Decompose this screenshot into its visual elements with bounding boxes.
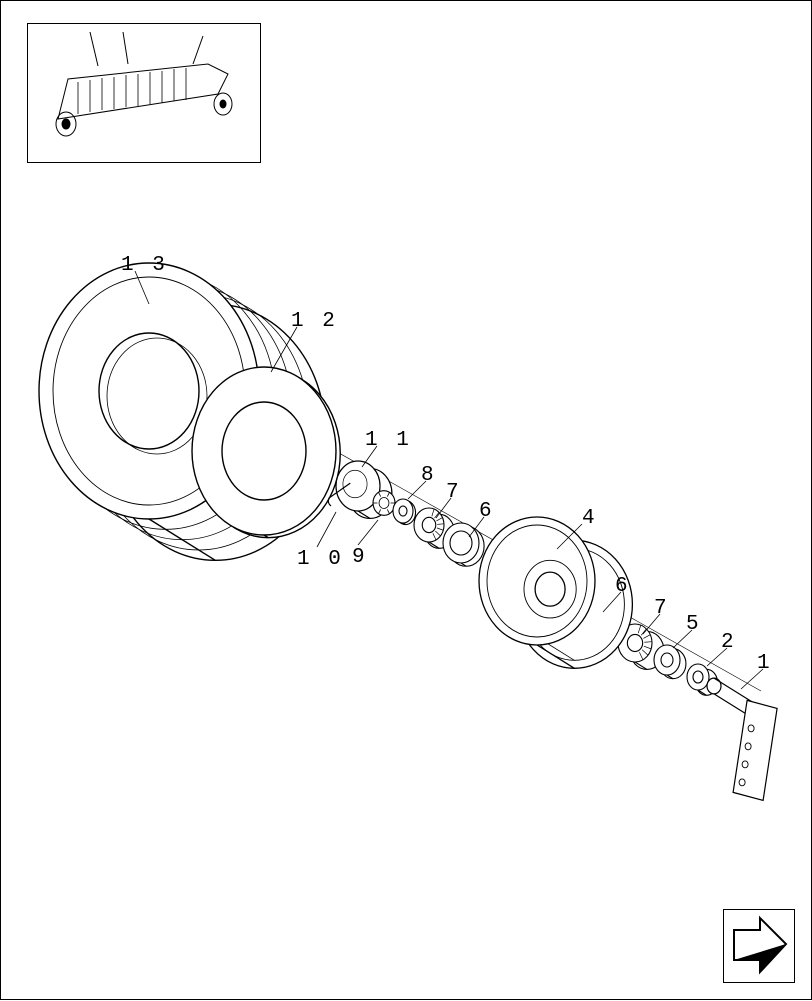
part-seal: [654, 645, 686, 679]
callout-13: 1 3: [121, 255, 168, 276]
callout-9: 9: [352, 547, 368, 568]
callout-2: 2: [721, 632, 737, 653]
part-castle-nut: [373, 491, 395, 516]
callout-6: 6: [615, 576, 631, 597]
part-inner-ring: [192, 367, 340, 538]
part-rim: [479, 517, 632, 668]
callout-71: 7: [446, 482, 462, 503]
diagram-page: 1257646781 191 01 21 3: [0, 0, 812, 1000]
callout-5: 5: [686, 614, 702, 635]
callout-4: 4: [582, 508, 598, 529]
part-bearing-cup: [443, 523, 484, 566]
part-washer: [393, 499, 416, 525]
callout-7: 7: [654, 598, 670, 619]
exploded-view-scene: [1, 1, 812, 1001]
callout-12: 1 2: [291, 311, 338, 332]
callout-1: 1: [757, 653, 773, 674]
callout-10: 1 0: [297, 549, 344, 570]
callout-61: 6: [479, 501, 495, 522]
callout-8: 8: [421, 465, 437, 486]
callout-11: 1 1: [365, 430, 412, 451]
part-spindle: [707, 678, 777, 800]
